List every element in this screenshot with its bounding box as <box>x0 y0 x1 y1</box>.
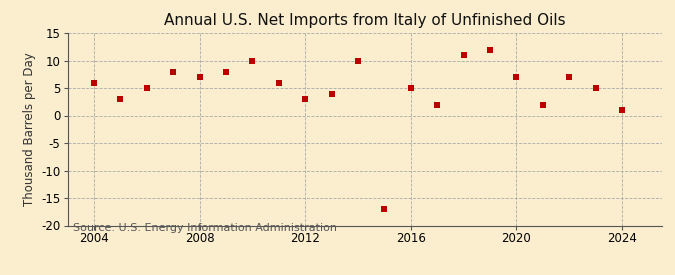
Point <box>221 69 232 74</box>
Point <box>326 91 337 96</box>
Point <box>458 53 469 57</box>
Title: Annual U.S. Net Imports from Italy of Unfinished Oils: Annual U.S. Net Imports from Italy of Un… <box>163 13 565 28</box>
Point <box>194 75 205 79</box>
Text: Source: U.S. Energy Information Administration: Source: U.S. Energy Information Administ… <box>74 223 338 233</box>
Point <box>88 80 99 85</box>
Point <box>247 58 258 63</box>
Point <box>590 86 601 90</box>
Point <box>537 102 548 107</box>
Point <box>115 97 126 101</box>
Point <box>511 75 522 79</box>
Point <box>379 207 389 211</box>
Point <box>485 47 495 52</box>
Point <box>141 86 152 90</box>
Point <box>616 108 627 112</box>
Point <box>167 69 178 74</box>
Point <box>300 97 310 101</box>
Y-axis label: Thousand Barrels per Day: Thousand Barrels per Day <box>23 52 36 206</box>
Point <box>564 75 574 79</box>
Point <box>405 86 416 90</box>
Point <box>432 102 443 107</box>
Point <box>352 58 363 63</box>
Point <box>273 80 284 85</box>
